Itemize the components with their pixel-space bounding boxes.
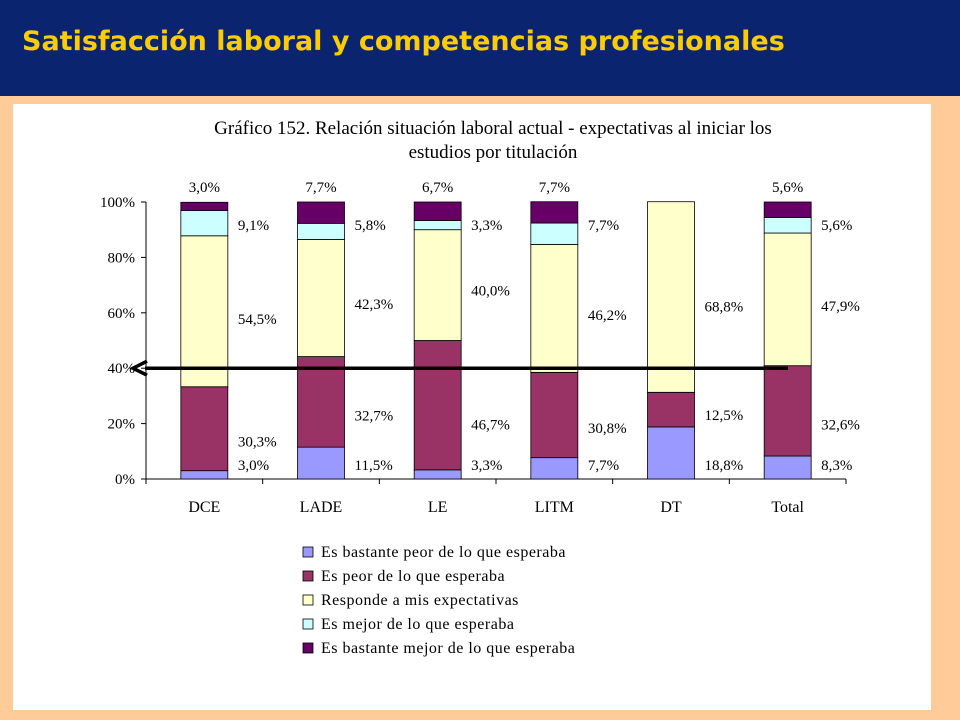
legend-label: Es peor de lo que esperaba	[321, 568, 505, 585]
x-category-label: DCE	[188, 499, 220, 516]
data-label: 7,7%	[539, 180, 570, 196]
chart-title-line-1: Gráfico 152. Relación situación laboral …	[214, 118, 772, 139]
data-label: 5,6%	[821, 218, 852, 234]
stacked-bar-chart: Gráfico 152. Relación situación laboral …	[100, 118, 860, 657]
data-label: 12,5%	[705, 408, 744, 424]
data-label: 18,8%	[705, 458, 744, 474]
data-label: 30,3%	[238, 434, 277, 450]
data-label: 3,0%	[189, 180, 220, 196]
data-label: 9,1%	[238, 218, 269, 234]
header-bar: Satisfacción laboral y competencias prof…	[0, 0, 960, 96]
chart-title-line-2: estudios por titulación	[409, 142, 578, 163]
data-label: 46,2%	[588, 308, 627, 324]
page-title: Satisfacción laboral y competencias prof…	[22, 26, 785, 57]
bar-segment	[180, 470, 229, 480]
legend-label: Es bastante mejor de lo que esperaba	[321, 640, 575, 657]
bar-segment	[297, 356, 345, 448]
bar-segment	[530, 201, 579, 224]
data-label: 3,3%	[471, 458, 502, 474]
plot-area: 0% 20% 40% 60% 80% 100% 3,0% 30,3% 54,5% 9,1% 3,0%…	[100, 180, 860, 516]
bar-segment	[763, 365, 812, 457]
data-label: 68,8%	[705, 300, 744, 316]
legend-swatch	[302, 618, 314, 630]
x-category-label: Total	[771, 499, 804, 516]
bar-segment	[413, 201, 462, 221]
bar-segment	[530, 457, 579, 480]
data-label: 47,9%	[821, 299, 860, 315]
legend-label: Es mejor de lo que esperaba	[321, 616, 514, 633]
data-label: 32,6%	[821, 417, 860, 433]
legend-label: Responde a mis expectativas	[321, 592, 519, 609]
bar-segment	[647, 391, 695, 428]
bar-segment	[413, 340, 462, 471]
bar-segment	[763, 232, 812, 367]
data-label: 40,0%	[471, 284, 510, 300]
bar-segment	[297, 238, 345, 357]
bar-segment	[763, 217, 812, 234]
bar-segment	[180, 386, 229, 472]
bar-segment	[530, 243, 579, 373]
bar-segment	[297, 446, 345, 480]
data-label: 11,5%	[355, 458, 393, 474]
bar-segment	[180, 235, 229, 388]
chart-panel: Gráfico 152. Relación situación laboral …	[13, 104, 931, 710]
legend-swatch	[302, 570, 314, 582]
x-category-label: DT	[660, 499, 682, 516]
bar-segment	[180, 210, 229, 237]
data-label: 7,7%	[588, 458, 619, 474]
y-tick-label: 40%	[108, 361, 136, 377]
x-category-label: LITM	[535, 499, 574, 516]
legend-swatch	[302, 642, 314, 654]
bar-segment	[763, 455, 812, 480]
data-label: 8,3%	[821, 458, 852, 474]
bar-segment	[530, 371, 579, 459]
y-tick-label: 20%	[108, 417, 136, 433]
data-label: 5,8%	[355, 218, 386, 234]
y-tick-label: 100%	[100, 195, 135, 211]
data-label: 3,0%	[238, 458, 269, 474]
bar-segment	[647, 201, 695, 393]
data-label: 42,3%	[355, 297, 394, 313]
bar-segment	[413, 229, 462, 341]
data-label: 7,7%	[588, 218, 619, 234]
bar-segment	[297, 222, 345, 240]
bar-segment	[763, 201, 812, 218]
legend-swatch	[302, 594, 314, 606]
data-label: 32,7%	[355, 408, 394, 424]
data-label: 7,7%	[305, 180, 336, 196]
x-category-label: LE	[428, 499, 448, 516]
bar-segment	[413, 469, 462, 480]
bar-segment	[530, 222, 579, 245]
bar-segment	[180, 201, 229, 211]
annotation-arrow-head	[129, 359, 148, 377]
legend-swatch	[302, 546, 314, 558]
data-label: 54,5%	[238, 312, 277, 328]
data-label: 46,7%	[471, 418, 510, 434]
data-label: 5,6%	[772, 180, 803, 196]
bar-segment	[413, 220, 462, 231]
y-tick-label: 60%	[108, 306, 136, 322]
bar-segment	[297, 201, 345, 224]
data-label: 3,3%	[471, 218, 502, 234]
x-category-label: LADE	[300, 499, 343, 516]
legend-label: Es bastante peor de lo que esperaba	[321, 544, 566, 561]
legend: Es bastante peor de lo que esperaba Es pe…	[302, 544, 575, 657]
y-tick-label: 80%	[108, 250, 136, 266]
y-tick-label: 0%	[115, 472, 135, 488]
bar-segment	[647, 426, 695, 480]
data-label: 30,8%	[588, 421, 627, 437]
data-label: 6,7%	[422, 180, 453, 196]
